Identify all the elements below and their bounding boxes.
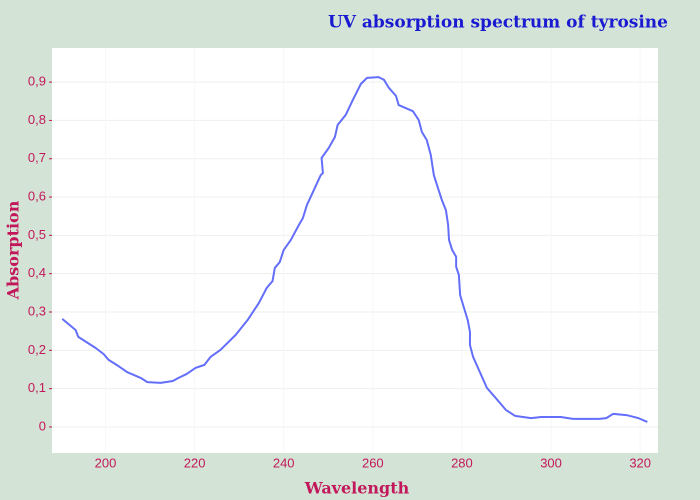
x-tick-label: 300 bbox=[540, 455, 562, 470]
y-tick-label: 0,4 bbox=[28, 265, 46, 280]
x-tick-label: 280 bbox=[451, 455, 473, 470]
y-tick-label: 0,2 bbox=[28, 342, 46, 357]
x-tick-label: 200 bbox=[95, 455, 117, 470]
y-tick-label: 0,7 bbox=[28, 150, 46, 165]
y-tick-label: 0,1 bbox=[28, 380, 46, 395]
y-axis-title: Absorption bbox=[4, 200, 23, 300]
y-tick-label: 0,5 bbox=[28, 227, 46, 242]
x-tick-label: 260 bbox=[362, 455, 384, 470]
x-tick-label: 240 bbox=[273, 455, 295, 470]
y-tick-label: 0 bbox=[39, 418, 46, 433]
y-tick-label: 0,6 bbox=[28, 188, 46, 203]
chart-title: UV absorption spectrum of tyrosine bbox=[328, 13, 668, 33]
y-tick-label: 0,9 bbox=[28, 74, 46, 89]
x-tick-label: 220 bbox=[184, 455, 206, 470]
y-tick-label: 0,8 bbox=[28, 112, 46, 127]
data-line bbox=[61, 76, 648, 423]
plot-area bbox=[52, 48, 658, 453]
x-axis-title: Wavelength bbox=[304, 479, 410, 498]
x-tick-label: 320 bbox=[629, 455, 651, 470]
y-tick-label: 0,3 bbox=[28, 303, 46, 318]
